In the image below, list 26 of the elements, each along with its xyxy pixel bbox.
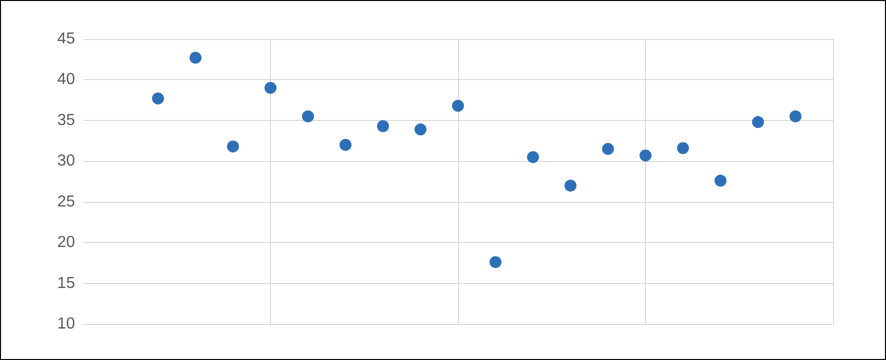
- point: [714, 174, 726, 187]
- point: [340, 138, 352, 151]
- y-tick-label: 40: [57, 71, 76, 88]
- point: [752, 116, 764, 128]
- point: [377, 120, 389, 132]
- point: [302, 110, 314, 122]
- y-tick-label: 15: [57, 274, 76, 292]
- point: [264, 82, 276, 94]
- y-tick-label: 10: [57, 316, 76, 332]
- point: [490, 256, 502, 268]
- point: [452, 100, 464, 112]
- y-tick-label: 35: [57, 112, 76, 129]
- point: [677, 142, 689, 154]
- point: [414, 123, 426, 136]
- point: [640, 149, 652, 162]
- point: [190, 52, 202, 64]
- point: [790, 110, 802, 122]
- y-tick-label: 20: [57, 234, 76, 252]
- point: [527, 151, 539, 164]
- y-tick-label: 25: [57, 193, 76, 210]
- point: [152, 92, 164, 104]
- y-tick-label: 45: [57, 30, 76, 48]
- point: [602, 142, 614, 155]
- point: [564, 180, 576, 192]
- y-tick-label: 30: [57, 152, 76, 170]
- point: [227, 140, 239, 152]
